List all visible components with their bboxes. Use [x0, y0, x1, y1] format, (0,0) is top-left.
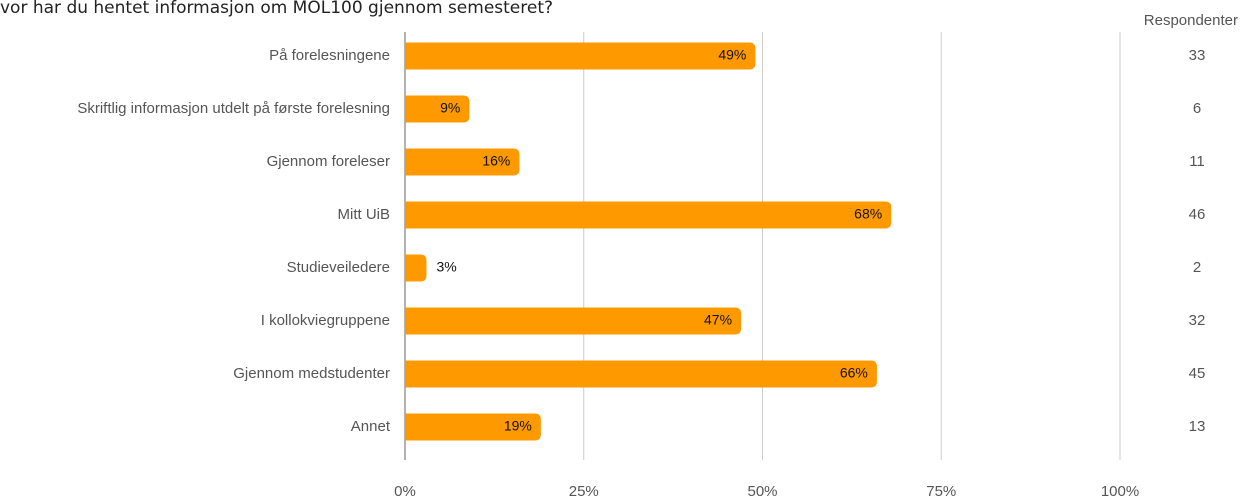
count-label: 45 — [1189, 365, 1206, 382]
bar — [405, 307, 742, 335]
category-label: På forelesningene — [269, 47, 390, 64]
count-header: Respondenter — [1144, 12, 1238, 29]
category-label: Skriftlig informasjon utdelt på første f… — [77, 100, 390, 117]
count-label: 6 — [1193, 100, 1201, 117]
bar — [405, 254, 427, 282]
category-label: Annet — [351, 418, 391, 435]
x-tick-label: 0% — [394, 483, 416, 500]
data-label: 19% — [504, 418, 532, 434]
data-label: 3% — [436, 259, 456, 275]
count-label: 11 — [1189, 153, 1205, 170]
bar — [405, 413, 541, 441]
count-label: 2 — [1193, 259, 1201, 276]
bar — [405, 42, 756, 70]
category-label: Mitt UiB — [338, 206, 391, 223]
category-label: I kollokviegruppene — [261, 312, 390, 329]
data-label: 49% — [718, 47, 746, 63]
count-label: 13 — [1189, 418, 1206, 435]
category-label: Studieveiledere — [287, 259, 390, 276]
bar — [405, 201, 892, 229]
count-label: 46 — [1189, 206, 1206, 223]
x-tick-label: 100% — [1101, 483, 1139, 500]
x-tick-label: 50% — [747, 483, 777, 500]
data-label: 47% — [704, 312, 732, 328]
x-tick-label: 75% — [926, 483, 956, 500]
bar — [405, 148, 520, 176]
x-tick-label: 25% — [569, 483, 599, 500]
data-label: 66% — [840, 365, 868, 381]
bar — [405, 360, 877, 388]
count-label: 32 — [1189, 312, 1206, 329]
category-label: Gjennom foreleser — [267, 153, 390, 170]
bar — [405, 95, 470, 123]
data-label: 16% — [482, 153, 510, 169]
data-label: 9% — [440, 100, 460, 116]
count-label: 33 — [1189, 47, 1206, 64]
data-label: 68% — [854, 206, 882, 222]
category-label: Gjennom medstudenter — [233, 365, 390, 382]
chart-title: vor har du hentet informasjon om MOL100 … — [0, 0, 553, 18]
